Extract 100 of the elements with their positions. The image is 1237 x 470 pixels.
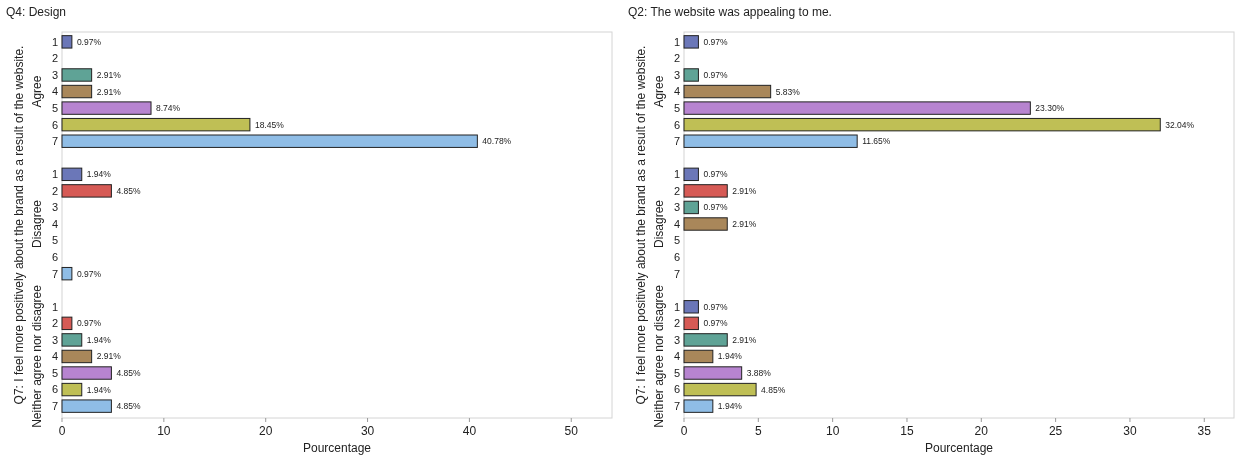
text: Neither agree nor disagree xyxy=(30,284,44,428)
bar xyxy=(61,184,112,198)
x-tick-label: 20 xyxy=(259,424,273,438)
y-tick-label: 6 xyxy=(673,250,680,263)
y-tick-label: 2 xyxy=(673,52,680,65)
y-tick-label: 2 xyxy=(673,184,680,197)
y-tick-label: 1 xyxy=(51,300,58,313)
text: Agree xyxy=(652,75,666,108)
data-label: 23.30% xyxy=(1035,103,1065,114)
y-tick-label: 3 xyxy=(673,68,680,81)
y-tick-label: 1 xyxy=(51,35,58,48)
x-tick-label: 30 xyxy=(1123,424,1137,438)
y-tick-label: 3 xyxy=(673,201,680,214)
bar xyxy=(683,399,714,413)
y-tick-label: 5 xyxy=(51,366,58,379)
data-label: 2.91% xyxy=(96,351,122,362)
bar xyxy=(61,366,112,380)
data-label: 18.45% xyxy=(254,119,285,130)
data-label: 4.85% xyxy=(116,185,141,196)
data-label: 0.97% xyxy=(703,202,728,213)
bar xyxy=(61,134,478,148)
y-axis-title: Q7: I feel more positively about the brand as a result of the website. xyxy=(634,45,648,405)
bar xyxy=(61,349,93,364)
data-label: 40.78% xyxy=(482,136,512,147)
data-label: 2.91% xyxy=(732,185,757,196)
data-label: 4.85% xyxy=(761,384,786,395)
bar xyxy=(61,382,83,397)
text: Disagree xyxy=(30,199,44,249)
chart-title: Q4: Design xyxy=(6,5,67,19)
y-tick-label: 5 xyxy=(51,101,58,114)
bar xyxy=(61,316,73,331)
bar xyxy=(61,333,83,347)
x-axis-title: Pourcentage xyxy=(924,441,994,455)
bar xyxy=(683,68,699,82)
text: Neither agree nor disagree xyxy=(652,284,666,428)
data-label: 0.97% xyxy=(76,268,102,279)
y-tick-label: 7 xyxy=(673,399,680,412)
data-label: 2.91% xyxy=(732,218,757,229)
x-tick-label: 10 xyxy=(825,424,840,438)
bar xyxy=(683,101,1031,115)
data-label: 0.97% xyxy=(703,318,728,329)
y-tick-label: 2 xyxy=(51,52,58,65)
data-label: 0.97% xyxy=(703,36,728,47)
bar xyxy=(683,200,699,215)
bar xyxy=(61,35,73,49)
y-tick-label: 4 xyxy=(673,217,680,230)
text: Disagree xyxy=(652,199,666,249)
data-label: 0.97% xyxy=(703,301,728,312)
data-label: 2.91% xyxy=(96,86,122,97)
x-tick-label: 40 xyxy=(462,424,477,438)
bar xyxy=(683,84,772,99)
x-tick-label: 35 xyxy=(1197,424,1212,438)
text: Agree xyxy=(30,75,44,108)
bar xyxy=(683,184,728,198)
bar xyxy=(683,300,699,314)
bar xyxy=(683,349,714,364)
y-tick-label: 3 xyxy=(51,68,58,81)
bar xyxy=(61,266,73,281)
y-tick-label: 6 xyxy=(51,118,58,131)
data-label: 2.91% xyxy=(732,334,757,345)
x-tick-label: 0 xyxy=(58,424,66,438)
y-tick-label: 3 xyxy=(51,333,58,346)
y-tick-label: 5 xyxy=(673,234,680,247)
bar xyxy=(61,84,93,99)
y-tick-label: 6 xyxy=(673,383,680,396)
data-label: 11.65% xyxy=(862,136,891,147)
y-axis-title: Q7: I feel more positively about the brand as a result of the website. xyxy=(12,45,26,405)
data-label: 0.97% xyxy=(703,69,728,80)
y-tick-label: 3 xyxy=(673,333,680,346)
bar xyxy=(683,333,728,347)
bar xyxy=(61,117,251,132)
x-tick-label: 0 xyxy=(680,424,688,438)
y-tick-label: 4 xyxy=(673,85,680,98)
x-tick-label: 30 xyxy=(360,424,375,438)
y-tick-label: 4 xyxy=(673,350,680,363)
data-label: 3.88% xyxy=(746,367,772,378)
data-label: 2.91% xyxy=(96,69,122,80)
data-label: 1.94% xyxy=(86,384,112,395)
y-tick-label: 7 xyxy=(51,399,58,412)
x-tick-label: 15 xyxy=(900,424,914,438)
bar xyxy=(683,382,757,397)
data-label: 0.97% xyxy=(76,318,102,329)
y-tick-label: 6 xyxy=(51,250,58,263)
y-tick-label: 4 xyxy=(51,350,58,363)
y-tick-label: 1 xyxy=(673,300,680,313)
data-label: 4.85% xyxy=(116,367,141,378)
bar xyxy=(61,167,83,182)
data-label: 1.94% xyxy=(717,351,743,362)
bar xyxy=(683,134,858,148)
y-tick-label: 3 xyxy=(51,201,58,214)
data-label: 5.83% xyxy=(775,86,801,97)
x-tick-label: 20 xyxy=(974,424,989,438)
bar xyxy=(61,399,112,413)
bar xyxy=(683,366,743,380)
x-tick-label: 25 xyxy=(1048,424,1063,438)
data-label: 4.85% xyxy=(116,401,141,412)
data-label: 8.74% xyxy=(156,103,181,114)
data-label: 1.94% xyxy=(86,334,112,345)
y-tick-label: 7 xyxy=(673,267,680,280)
y-tick-label: 7 xyxy=(51,267,58,280)
